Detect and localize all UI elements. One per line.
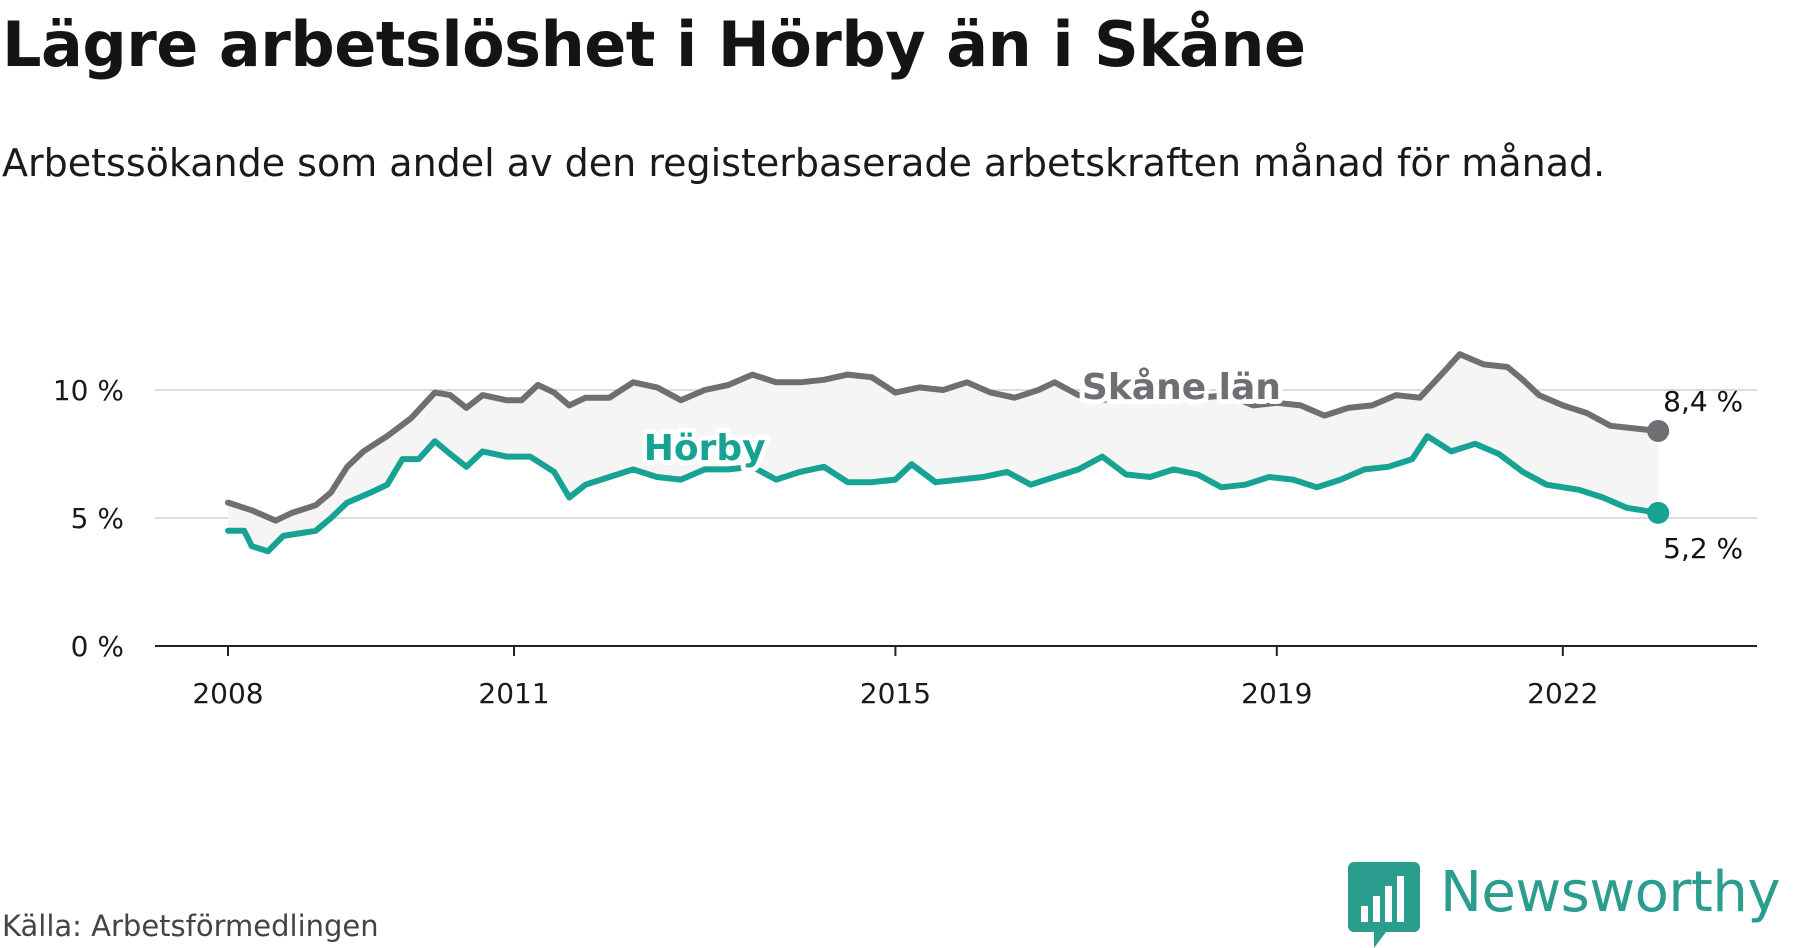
horby-end-dot: [1647, 501, 1670, 524]
horby-series-label-halo: Hörby: [644, 428, 766, 469]
newsworthy-logo[interactable]: Newsworthy: [1348, 860, 1781, 948]
skane-series-label: Skåne län: [1082, 367, 1281, 408]
axis-ticks: 0 % 5 % 10 % 2008 2011 2015 2019 2022: [53, 374, 1599, 710]
horby-series-label: Hörby: [644, 428, 766, 469]
skane-series-label-halo: Skåne län: [1082, 367, 1281, 408]
y-tick-label: 0 %: [71, 630, 124, 663]
chart-subtitle: Arbetssökande som andel av den registerb…: [2, 141, 1606, 185]
logo-wordmark: Newsworthy: [1440, 860, 1781, 925]
skane-end-value: 8,4 %: [1663, 385, 1743, 418]
horby-line: [225, 433, 1662, 555]
y-tick-label: 5 %: [71, 502, 124, 535]
series-band: [228, 354, 1659, 552]
x-tick-label: 2015: [860, 677, 931, 710]
horby-end-value: 5,2 %: [1663, 532, 1743, 565]
x-tick-label: 2019: [1241, 677, 1312, 710]
x-tick-label: 2008: [192, 677, 263, 710]
series-lines: [225, 351, 1670, 555]
skane-end-dot: [1647, 419, 1670, 442]
chart-title: Lägre arbetslöshet i Hörby än i Skåne: [2, 8, 1306, 81]
y-tick-label: 10 %: [53, 374, 124, 407]
x-tick-label: 2022: [1527, 677, 1598, 710]
x-tick-label: 2011: [478, 677, 549, 710]
skane-line: [225, 351, 1662, 524]
source-note: Källa: Arbetsförmedlingen: [2, 909, 379, 943]
bar-chart-speech-bubble-icon: [1348, 862, 1420, 948]
